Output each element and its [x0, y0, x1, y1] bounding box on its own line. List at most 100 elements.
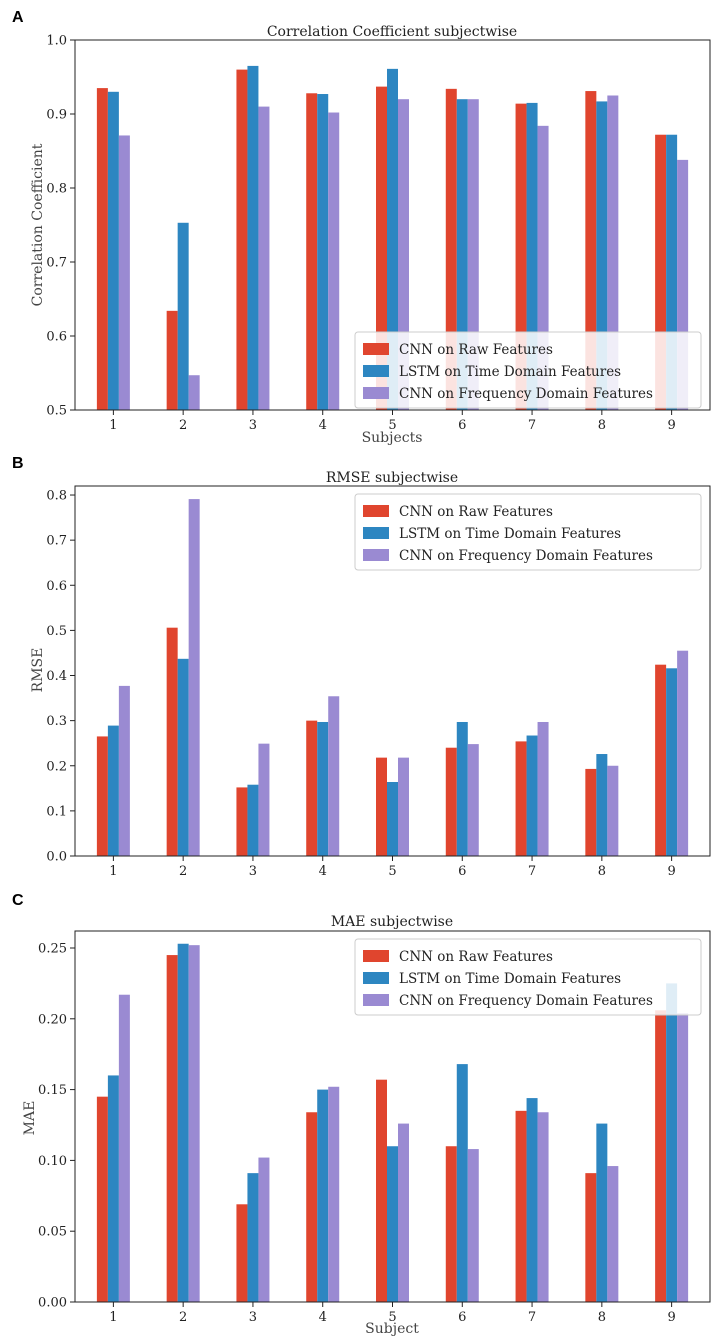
bar-freq-subject-8	[607, 95, 619, 410]
y-tick-label: 0.2	[46, 759, 67, 774]
bar-freq-subject-8	[607, 765, 619, 856]
x-tick-label: 5	[388, 864, 396, 879]
bar-time-subject-7	[526, 735, 538, 856]
y-tick-label: 0.25	[38, 941, 67, 956]
bar-raw-subject-6	[445, 1146, 457, 1302]
x-tick-label: 1	[109, 418, 117, 433]
y-tick-label: 0.7	[46, 534, 67, 549]
bar-freq-subject-2	[188, 499, 200, 856]
bar-freq-subject-4	[328, 696, 340, 856]
legend-box	[354, 331, 702, 409]
bar-raw-subject-9	[655, 1010, 667, 1302]
y-axis-label: RMSE	[30, 648, 46, 693]
y-tick-label: 1.0	[46, 34, 67, 49]
bar-time-subject-6	[456, 99, 468, 410]
bar-raw-subject-8	[585, 1173, 597, 1302]
y-ticks: 0.00 0.05 0.10 0.15 0.20 0.25	[38, 941, 75, 1311]
bar-raw-subject-7	[515, 103, 527, 410]
bar-freq-subject-1	[118, 135, 130, 410]
bar-time-subject-9	[666, 134, 678, 410]
bar-raw-subject-3	[236, 787, 248, 856]
legend-label-raw: CNN on Raw Features	[399, 949, 553, 965]
y-tick-label: 0.5	[46, 404, 67, 419]
y-tick-label: 0.10	[38, 1154, 67, 1169]
bar-time-subject-8	[596, 1123, 608, 1302]
bar-time-subject-8	[596, 101, 608, 411]
bar-time-subject-8	[596, 754, 608, 856]
bar-freq-subject-9	[677, 650, 689, 856]
bar-time-subject-5	[387, 782, 398, 856]
bar-raw-subject-9	[655, 664, 667, 856]
bar-freq-subject-9	[677, 159, 689, 410]
y-tick-label: 0.1	[46, 804, 67, 819]
bar-raw-subject-3	[236, 1204, 248, 1302]
legend-swatch-raw	[363, 343, 389, 355]
legend-label-freq: CNN on Frequency Domain Features	[399, 993, 653, 1009]
legend-label-time: LSTM on Time Domain Features	[399, 526, 621, 542]
bar-time-subject-5	[387, 68, 398, 411]
bar-freq-subject-7	[537, 125, 549, 410]
legend: CNN on Raw Features LSTM on Time Domain F…	[354, 938, 702, 1016]
y-tick-label: 0.6	[46, 579, 67, 594]
bar-freq-subject-5	[398, 757, 409, 856]
bar-freq-subject-4	[328, 112, 340, 411]
x-tick-label: 4	[319, 1310, 327, 1325]
bar-freq-subject-1	[118, 685, 130, 856]
panel-letter: B	[12, 455, 24, 472]
legend-swatch-time	[363, 527, 389, 539]
bar-raw-subject-5	[376, 86, 387, 411]
x-tick-label: 4	[319, 418, 327, 433]
chart-title: RMSE subjectwise	[326, 470, 458, 486]
bar-freq-subject-3	[258, 743, 270, 856]
bar-raw-subject-4	[306, 720, 318, 856]
x-axis-label: Subject	[365, 1321, 419, 1337]
x-tick-label: 3	[249, 418, 257, 433]
x-tick-label: 4	[319, 864, 327, 879]
bar-time-subject-7	[526, 102, 538, 411]
bar-raw-subject-5	[376, 757, 387, 856]
legend: CNN on Raw Features LSTM on Time Domain F…	[354, 493, 702, 571]
plot-frame	[74, 39, 711, 411]
bar-time-subject-2	[177, 943, 189, 1302]
bar-time-subject-2	[177, 658, 189, 856]
bar-raw-subject-8	[585, 91, 597, 410]
bar-time-subject-1	[107, 1075, 119, 1302]
legend-label-raw: CNN on Raw Features	[399, 504, 553, 520]
x-tick-label: 1	[109, 1310, 117, 1325]
bar-freq-subject-3	[258, 106, 270, 410]
panel-letter: C	[12, 892, 24, 909]
x-tick-label: 5	[388, 1310, 396, 1325]
x-ticks: 1 2 3 4 5 6 7 8 9	[109, 856, 676, 879]
chart-title: MAE subjectwise	[331, 914, 453, 930]
x-tick-label: 8	[598, 1310, 606, 1325]
bar-raw-subject-6	[445, 747, 457, 856]
bar-time-subject-4	[317, 94, 329, 411]
bar-time-subject-1	[107, 91, 119, 411]
bar-raw-subject-2	[166, 627, 178, 856]
legend-label-freq: CNN on Frequency Domain Features	[399, 386, 653, 402]
legend-swatch-freq	[363, 994, 389, 1006]
y-tick-label: 0.20	[38, 1012, 67, 1027]
y-tick-label: 0.00	[38, 1296, 67, 1311]
bar-time-subject-3	[247, 65, 259, 411]
bar-raw-subject-1	[96, 88, 108, 410]
x-ticks: 1 2 3 4 5 6 7 8 9	[109, 410, 676, 433]
x-ticks: 1 2 3 4 5 6 7 8 9	[109, 1302, 676, 1325]
plot-frame	[74, 485, 711, 857]
legend-swatch-freq	[363, 387, 389, 399]
x-tick-label: 7	[528, 418, 536, 433]
y-ticks: 0.0 0.1 0.2 0.3 0.4 0.5 0.6 0.7 0.8	[46, 489, 75, 865]
bar-raw-subject-7	[515, 741, 527, 856]
bar-time-subject-3	[247, 784, 259, 856]
legend-box	[354, 938, 702, 1016]
x-tick-label: 3	[249, 864, 257, 879]
panel-a: A Correlation Coefficient subjectwise Su…	[12, 9, 711, 446]
bar-freq-subject-6	[467, 744, 479, 856]
x-tick-label: 6	[458, 1310, 466, 1325]
y-tick-label: 0.9	[46, 108, 67, 123]
plot-frame	[74, 930, 711, 1303]
x-tick-label: 2	[179, 864, 187, 879]
bar-raw-subject-5	[376, 1079, 387, 1302]
y-tick-label: 0.7	[46, 256, 67, 271]
